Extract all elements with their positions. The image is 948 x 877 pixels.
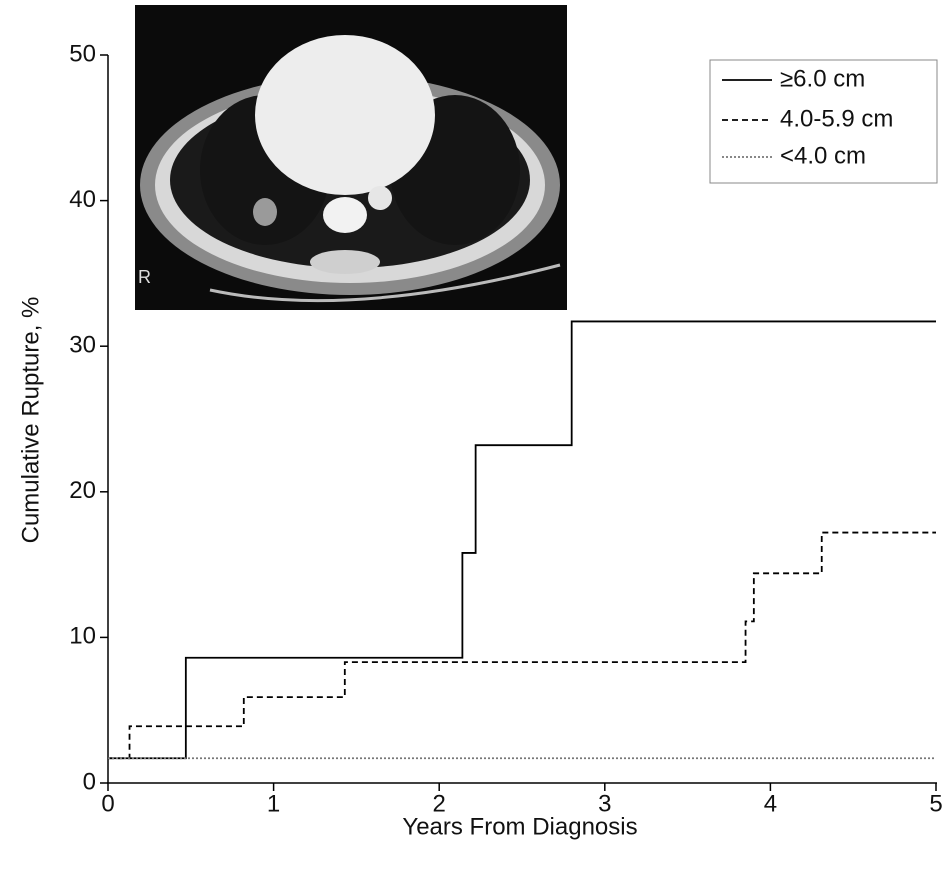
series-line (108, 321, 936, 758)
x-tick-label: 1 (267, 790, 280, 817)
x-tick-label: 5 (929, 790, 942, 817)
x-tick-label: 4 (764, 790, 777, 817)
page: R Years From Diagnosis Cumulative Ruptur… (0, 0, 948, 877)
ct-inset: R (135, 5, 567, 310)
y-tick-label: 10 (69, 623, 96, 650)
x-axis-title: Years From Diagnosis (402, 813, 637, 840)
x-tick-label: 3 (598, 790, 611, 817)
legend-label: ≥6.0 cm (780, 65, 865, 92)
y-tick-label: 30 (69, 332, 96, 359)
x-tick-label: 0 (101, 790, 114, 817)
series-line (108, 533, 936, 759)
x-tick-label: 2 (433, 790, 446, 817)
y-tick-label: 20 (69, 477, 96, 504)
y-tick-label: 50 (69, 40, 96, 67)
y-tick-label: 40 (69, 186, 96, 213)
y-axis-title: Cumulative Rupture, % (17, 297, 44, 544)
legend-label: <4.0 cm (780, 142, 866, 169)
svg-text:R: R (138, 267, 151, 287)
legend-label: 4.0-5.9 cm (780, 105, 893, 132)
chart: R Years From Diagnosis Cumulative Ruptur… (0, 0, 948, 872)
y-tick-label: 0 (83, 768, 96, 795)
